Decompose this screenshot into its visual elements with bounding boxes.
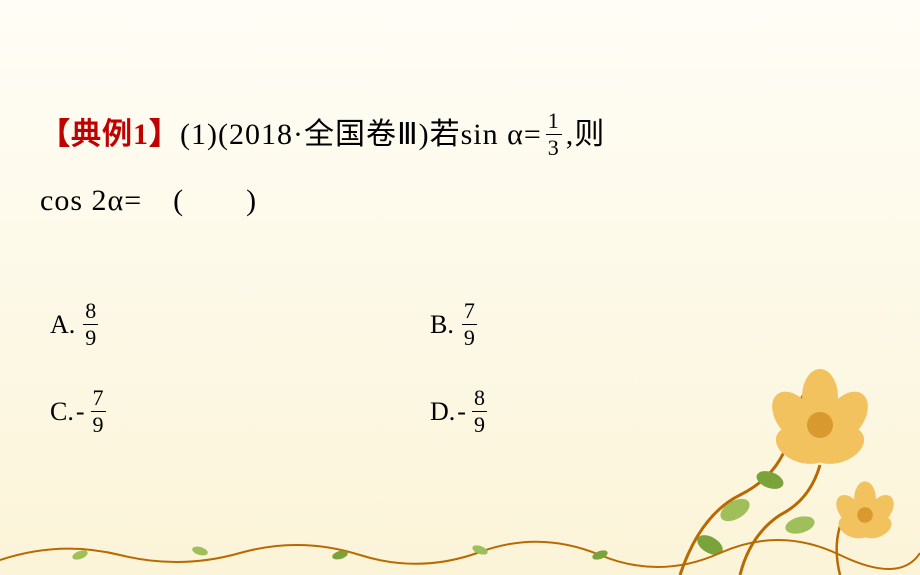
options-row-2: C. - 7 9 D. - 8 9: [50, 387, 870, 436]
problem-prefix: (1)(2018·全国卷Ⅲ)若sin α=: [180, 114, 542, 156]
fraction-numerator: 7: [91, 387, 106, 411]
fraction-denominator: 9: [462, 324, 477, 349]
option-sign: -: [457, 397, 466, 427]
option-d: D. - 8 9: [430, 387, 810, 436]
fraction-denominator: 3: [546, 134, 562, 159]
fraction-denominator: 9: [91, 411, 106, 436]
example-heading: 【典例1】: [40, 114, 180, 156]
fraction-numerator: 1: [546, 110, 562, 134]
options-grid: A. 8 9 B. 7 9 C. - 7 9 D. -: [50, 300, 870, 474]
option-b: B. 7 9: [430, 300, 810, 349]
option-fraction: 7 9: [462, 300, 477, 349]
option-label: B.: [430, 310, 454, 340]
option-a: A. 8 9: [50, 300, 430, 349]
option-label: D.: [430, 397, 455, 427]
option-sign: -: [76, 397, 85, 427]
problem-line-2: cos 2α= ( ): [40, 175, 880, 219]
option-label: C.: [50, 397, 74, 427]
option-label: A.: [50, 310, 75, 340]
fraction-numerator: 7: [462, 300, 477, 324]
option-fraction: 8 9: [472, 387, 487, 436]
problem-suffix: ,则: [566, 114, 606, 156]
problem-line-1: 【典例1】 (1)(2018·全国卷Ⅲ)若sin α= 1 3 ,则: [40, 110, 880, 159]
fraction-numerator: 8: [472, 387, 487, 411]
options-row-1: A. 8 9 B. 7 9: [50, 300, 870, 349]
option-fraction: 7 9: [91, 387, 106, 436]
option-c: C. - 7 9: [50, 387, 430, 436]
fraction-given: 1 3: [546, 110, 562, 159]
option-fraction: 8 9: [83, 300, 98, 349]
slide-content: 【典例1】 (1)(2018·全国卷Ⅲ)若sin α= 1 3 ,则 cos 2…: [40, 110, 880, 219]
fraction-numerator: 8: [83, 300, 98, 324]
fraction-denominator: 9: [472, 411, 487, 436]
border-icon: [0, 525, 920, 575]
fraction-denominator: 9: [83, 324, 98, 349]
